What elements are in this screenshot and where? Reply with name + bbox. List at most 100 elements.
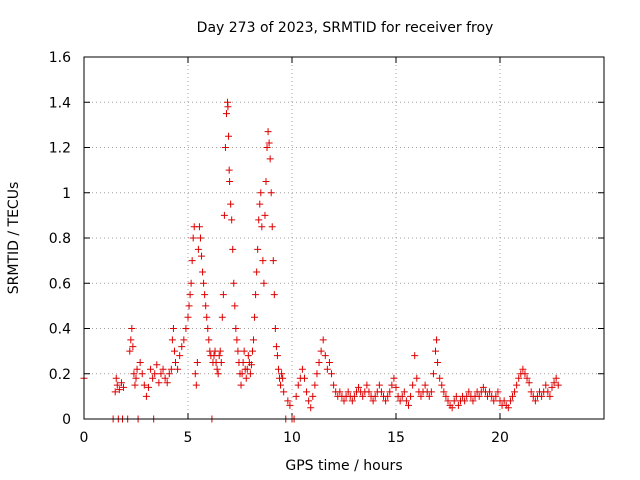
data-point: [269, 257, 277, 265]
data-point: [325, 358, 333, 366]
data-point: [504, 404, 512, 412]
data-point: [182, 325, 190, 332]
data-point: [321, 352, 329, 360]
data-point: [319, 336, 327, 344]
data-point: [344, 388, 352, 396]
data-point: [538, 392, 546, 400]
y-tick-labels: 0 0.2 0.4 0.6 0.8 1 1.2 1.4 1.6: [49, 50, 71, 428]
data-point: [552, 374, 560, 382]
data-point: [155, 379, 163, 387]
data-point: [257, 189, 265, 197]
data-point: [170, 347, 178, 355]
data-point: [527, 388, 535, 396]
data-point: [369, 397, 377, 405]
data-point: [309, 392, 317, 400]
data-point: [242, 374, 250, 382]
data-point: [438, 381, 446, 389]
data-point: [256, 200, 264, 208]
data-point: [440, 388, 448, 396]
data-point: [390, 374, 398, 382]
data-point: [232, 325, 240, 332]
data-point: [262, 177, 270, 185]
x-tick-labels: 0 5 10 15 20: [80, 430, 509, 446]
x-tick-label: 0: [80, 430, 89, 446]
y-axis-label: SRMTID / TECUs: [6, 182, 22, 295]
data-point: [231, 302, 239, 310]
data-point: [365, 388, 373, 396]
data-point: [246, 370, 254, 378]
data-point: [475, 392, 483, 400]
data-point: [444, 397, 452, 405]
data-point: [239, 358, 247, 366]
data-point: [252, 291, 260, 299]
y-tick-label: 0: [62, 412, 71, 428]
data-point: [198, 252, 206, 260]
data-point: [192, 381, 200, 389]
data-point: [129, 343, 137, 351]
data-point: [413, 374, 421, 382]
data-point: [417, 392, 425, 400]
x-tick-label: 10: [283, 430, 301, 446]
data-point: [448, 404, 456, 412]
data-point: [138, 370, 146, 378]
data-point: [184, 313, 192, 321]
y-tick-label: 0.2: [49, 367, 71, 383]
data-point: [230, 279, 238, 287]
data-point: [216, 347, 224, 355]
data-point: [153, 361, 161, 369]
data-point: [355, 383, 363, 391]
data-point: [305, 397, 313, 405]
y-tick-label: 0.6: [49, 276, 71, 292]
data-point: [228, 216, 236, 224]
data-point: [111, 388, 119, 396]
data-point: [280, 388, 288, 396]
data-point: [409, 381, 417, 389]
data-point: [429, 370, 437, 378]
data-point: [515, 374, 523, 382]
data-point: [396, 397, 404, 405]
data-point: [486, 388, 494, 396]
data-point: [286, 401, 294, 409]
data-point: [191, 370, 199, 378]
data-point: [251, 313, 259, 321]
data-point: [113, 381, 121, 389]
x-tick-label: 15: [387, 430, 405, 446]
data-point: [217, 358, 225, 366]
data-point: [144, 383, 152, 391]
data-point: [384, 392, 392, 400]
x-axis-label: GPS time / hours: [285, 458, 402, 474]
data-point: [523, 374, 531, 382]
data-point: [126, 347, 134, 355]
data-point: [392, 383, 400, 391]
data-point: [215, 352, 223, 360]
data-point: [178, 343, 186, 351]
data-point: [350, 392, 358, 400]
data-point: [425, 392, 433, 400]
data-point: [494, 388, 502, 396]
x-tick-label: 5: [184, 430, 193, 446]
data-point: [436, 374, 444, 382]
data-point: [277, 381, 285, 389]
data-point: [492, 392, 500, 400]
data-point: [272, 343, 280, 351]
grid-lines: [84, 57, 604, 419]
data-point: [398, 392, 406, 400]
data-point: [169, 325, 177, 332]
data-point: [149, 374, 157, 382]
data-point: [120, 383, 128, 391]
y-tick-label: 1.2: [49, 141, 71, 157]
data-point: [185, 302, 193, 310]
data-point: [168, 336, 176, 344]
data-point: [542, 381, 550, 389]
data-point: [218, 313, 226, 321]
data-point: [519, 365, 527, 373]
data-point: [508, 392, 516, 400]
data-point: [465, 388, 473, 396]
data-point: [115, 386, 123, 394]
data-point: [348, 397, 356, 405]
data-point: [261, 211, 269, 219]
data-point: [313, 370, 321, 378]
data-point: [258, 223, 266, 231]
